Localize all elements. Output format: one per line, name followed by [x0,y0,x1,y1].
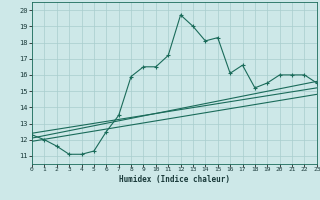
X-axis label: Humidex (Indice chaleur): Humidex (Indice chaleur) [119,175,230,184]
